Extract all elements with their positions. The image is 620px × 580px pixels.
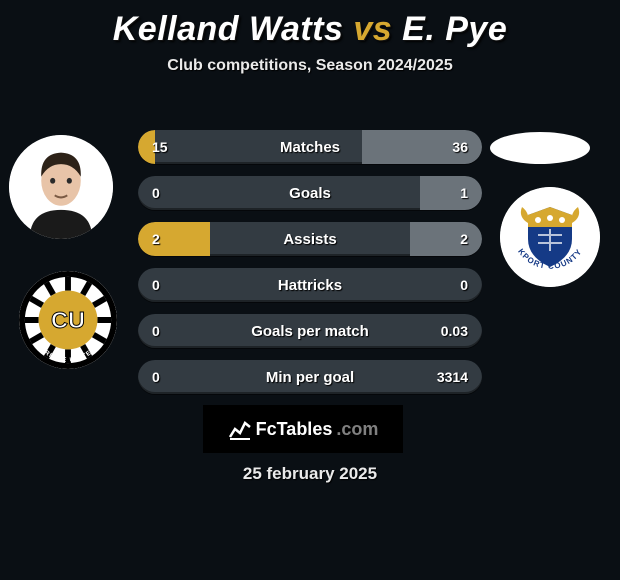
bar-right: [420, 176, 482, 210]
player-right-name: E. Pye: [402, 10, 507, 48]
bar-right: [362, 130, 482, 164]
stat-row: 0 3314Min per goal: [138, 360, 482, 394]
player-left-avatar: [9, 135, 113, 239]
club-left-badge: CU BRIDGE UNITED: [19, 271, 117, 369]
stat-row: 22Assists: [138, 222, 482, 256]
stat-label: Min per goal: [138, 360, 482, 394]
footer-brand: FcTables: [256, 419, 333, 440]
footer-tail: .com: [336, 419, 378, 440]
stat-value-left: 0: [152, 176, 160, 210]
stat-row: 0 0Hattricks: [138, 268, 482, 302]
subtitle: Club competitions, Season 2024/2025: [0, 57, 620, 75]
stat-value-right: 0: [460, 268, 468, 302]
date-line: 25 february 2025: [0, 464, 620, 484]
stat-label: Hattricks: [138, 268, 482, 302]
stat-row: 1536Matches: [138, 130, 482, 164]
avatar-left-svg: [9, 135, 113, 239]
stat-row: 0 0.03Goals per match: [138, 314, 482, 348]
club-left-svg: CU BRIDGE UNITED: [19, 271, 117, 369]
bar-right: [410, 222, 482, 256]
footer-logo-box: FcTables.com: [203, 405, 403, 453]
club-right-svg: KPORT COUNTY: [500, 187, 600, 287]
stat-value-left: 0: [152, 314, 160, 348]
stat-value-left: 0: [152, 360, 160, 394]
club-right-badge: KPORT COUNTY: [500, 187, 600, 287]
avatar-right-svg: [490, 132, 590, 164]
svg-text:CU: CU: [51, 307, 85, 333]
stat-label: Goals per match: [138, 314, 482, 348]
stat-value-right: 3314: [437, 360, 468, 394]
page-title: Kelland Watts vs E. Pye: [0, 10, 620, 49]
stat-row: 01Goals: [138, 176, 482, 210]
player-right-avatar: [490, 132, 590, 164]
comparison-chart: 1536Matches01Goals22Assists00Hattricks00…: [138, 130, 482, 406]
player-left-name: Kelland Watts: [113, 10, 344, 48]
vs-text: vs: [353, 10, 392, 48]
stat-value-left: 0: [152, 268, 160, 302]
bar-left: [138, 130, 155, 164]
stat-value-right: 0.03: [441, 314, 468, 348]
bar-left: [138, 222, 210, 256]
fctables-chart-icon: [228, 417, 252, 441]
